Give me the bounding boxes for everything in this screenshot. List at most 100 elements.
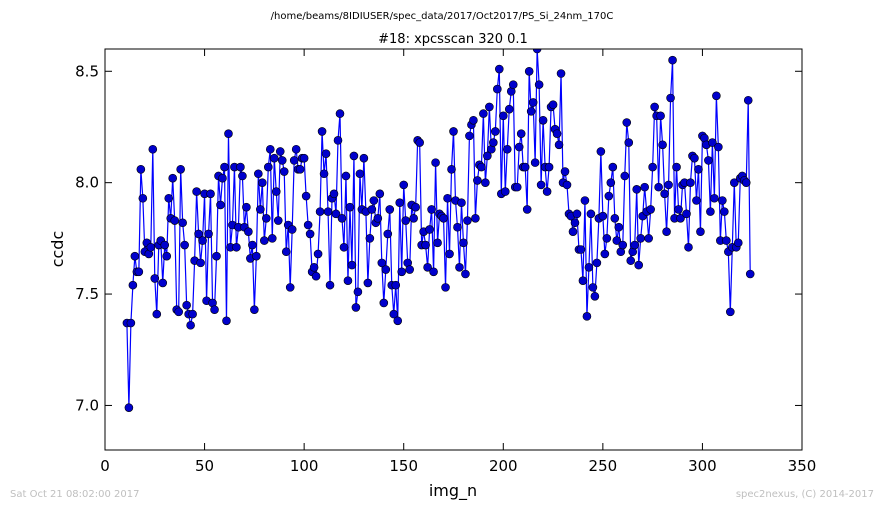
data-point <box>224 129 233 138</box>
data-point <box>618 240 628 250</box>
data-point <box>696 227 705 236</box>
data-point <box>369 196 379 205</box>
data-point <box>552 129 562 138</box>
data-point <box>530 158 540 167</box>
data-point <box>485 102 494 112</box>
data-point <box>536 180 546 190</box>
data-point <box>373 214 383 223</box>
data-point <box>263 162 273 172</box>
data-point <box>664 180 673 190</box>
data-point <box>150 274 160 283</box>
data-point <box>463 216 472 225</box>
data-point <box>295 165 305 174</box>
data-point <box>606 178 616 187</box>
footer-credit: spec2nexus, (C) 2014-2017 <box>735 489 874 500</box>
data-point <box>218 173 227 183</box>
data-point <box>459 238 468 248</box>
data-point <box>232 242 241 252</box>
data-point <box>365 234 375 243</box>
data-point <box>281 247 291 257</box>
data-point <box>674 205 683 214</box>
data-point <box>431 158 440 167</box>
data-point <box>178 218 187 228</box>
data-points <box>122 49 755 412</box>
data-point <box>182 300 191 310</box>
data-point <box>158 278 168 288</box>
data-point <box>206 189 215 199</box>
data-point <box>556 69 566 78</box>
data-point <box>672 162 681 172</box>
y-tick-label: 7.0 <box>75 396 99 414</box>
data-point <box>465 131 474 141</box>
data-point <box>333 136 343 145</box>
data-point <box>389 309 399 319</box>
data-point <box>491 127 500 136</box>
data-point <box>586 209 596 219</box>
data-point <box>401 216 411 225</box>
data-point <box>554 140 564 150</box>
data-point <box>457 198 466 208</box>
y-tick-label: 8.0 <box>75 174 99 192</box>
data-point <box>411 202 420 212</box>
data-point <box>602 234 612 243</box>
data-point <box>421 240 430 250</box>
data-point <box>242 202 251 212</box>
data-point <box>210 305 219 314</box>
data-point <box>714 142 723 152</box>
data-point <box>532 49 542 54</box>
data-point <box>568 227 578 236</box>
data-point <box>614 222 624 232</box>
data-point <box>136 165 146 174</box>
data-point <box>174 307 183 317</box>
data-point <box>576 245 586 254</box>
data-point <box>415 138 424 147</box>
data-point <box>433 238 442 248</box>
data-point <box>303 220 313 230</box>
data-point <box>134 267 144 277</box>
plot-frame <box>104 48 803 451</box>
data-point <box>582 312 592 321</box>
data-point <box>309 263 319 272</box>
data-point <box>666 93 675 103</box>
data-point <box>222 316 231 326</box>
data-point <box>590 291 600 301</box>
data-point <box>726 307 735 317</box>
data-point <box>690 153 699 163</box>
data-point <box>248 240 257 250</box>
data-point <box>323 207 333 216</box>
data-point <box>204 229 213 239</box>
data-point <box>273 216 283 225</box>
data-point <box>367 205 377 214</box>
data-point <box>498 111 508 121</box>
data-point <box>668 55 677 65</box>
data-point <box>258 178 267 187</box>
data-point <box>712 91 721 101</box>
data-point <box>271 187 281 196</box>
plot-area <box>122 49 755 412</box>
data-point <box>483 151 492 161</box>
data-point <box>612 236 622 245</box>
data-point <box>500 187 510 196</box>
data-point <box>252 251 261 261</box>
data-point <box>256 205 265 214</box>
data-point <box>479 109 488 118</box>
x-tick-label: 250 <box>589 457 618 475</box>
data-point <box>481 178 490 187</box>
data-point <box>347 260 357 270</box>
axes: 0 50 100 150 200 250 300 350 7.0 7.5 8.0 8.5 <box>75 48 816 475</box>
data-point <box>311 271 321 281</box>
data-point <box>317 127 327 136</box>
data-point <box>588 283 598 292</box>
data-point <box>329 189 339 199</box>
data-point <box>325 280 335 290</box>
data-point <box>514 142 524 152</box>
data-point <box>216 200 225 210</box>
data-point <box>455 263 464 272</box>
data-point <box>299 153 309 163</box>
data-point <box>250 305 259 314</box>
data-point <box>331 209 341 219</box>
data-point <box>236 162 245 172</box>
data-point <box>397 267 407 277</box>
data-point <box>562 180 572 190</box>
data-point <box>353 287 363 297</box>
